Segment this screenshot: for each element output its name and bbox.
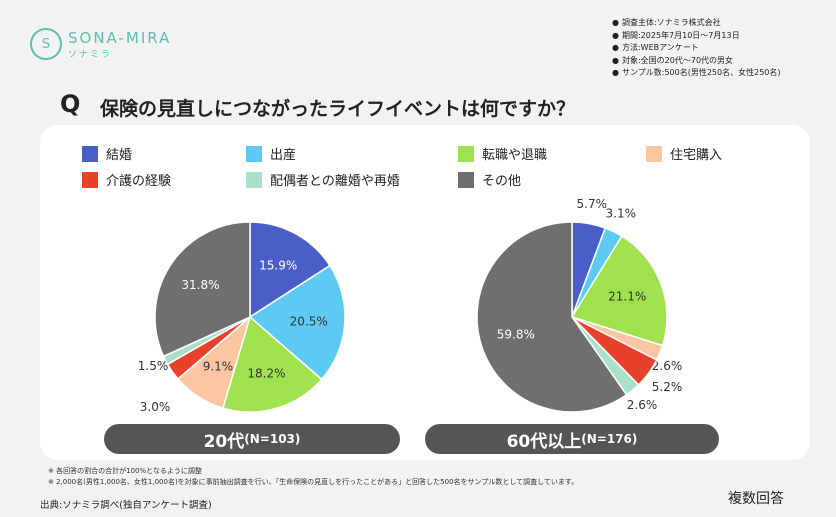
source: 出典:ソナミラ調べ(独自アンケート調査) (40, 500, 212, 511)
logo-kana: ソナミラ (68, 49, 113, 60)
pie-data-label: 59.8% (497, 328, 535, 342)
legend-swatch (458, 145, 474, 162)
note: ※ 各回答の割合の合計が100%となるように調整 (48, 467, 202, 475)
legend-swatch (458, 171, 474, 188)
logo-mark-icon: S (30, 28, 62, 60)
legend-label: その他 (482, 174, 522, 189)
pie-data-label: 3.1% (606, 206, 637, 220)
legend-swatch (82, 171, 98, 188)
pie-slice (154, 221, 251, 358)
pie-slice (570, 235, 668, 347)
logo-name: SONA-MIRA (68, 28, 172, 47)
pie-data-label: 2.6% (652, 359, 683, 373)
info-item: 調査主体:ソナミラ株式会社 (612, 17, 781, 30)
legend-label: 介護の経験 (106, 174, 172, 189)
pie1-label: 20代 (N=103) (104, 424, 400, 454)
legend-item: その他 (458, 170, 521, 189)
pie-data-label: 2.6% (627, 398, 658, 412)
legend-swatch (246, 145, 262, 162)
notes: ※ 各回答の割合の合計が100%となるように調整 ※ 2,000名(男性1,00… (48, 466, 578, 488)
pie-slice (249, 221, 331, 319)
pie-data-label: 18.2% (247, 367, 285, 381)
pie-data-label: 9.1% (203, 359, 234, 373)
pie-data-label: 5.2% (652, 380, 683, 394)
info-item: 対象:全国の20代～70代の男女 (612, 55, 781, 68)
legend-item: 出産 (246, 144, 296, 163)
info-item: サンプル数:500名(男性250名、女性250名) (612, 67, 781, 80)
info-item: 方法:WEBアンケート (612, 42, 781, 55)
pie-data-label: 31.8% (181, 278, 219, 292)
pie-data-label: 15.9% (259, 258, 297, 272)
pie-data-label: 21.1% (608, 289, 646, 303)
legend-label: 転職や退職 (482, 148, 548, 163)
legend-swatch (82, 145, 98, 162)
pie-slice (476, 221, 628, 413)
legend-swatch (646, 145, 662, 162)
legend-item: 介護の経験 (82, 170, 171, 189)
legend-item: 住宅購入 (646, 144, 722, 163)
logo: S SONA-MIRA ソナミラ (30, 28, 171, 60)
pie-data-label: 20.5% (290, 314, 328, 328)
legend-label: 結婚 (106, 148, 133, 163)
pie-data-label: 5.7% (577, 197, 608, 211)
pie-slice (221, 315, 323, 413)
note: ※ 2,000名(男性1,000名、女性1,000名)を対象に事前抽出調査を行い… (48, 478, 579, 486)
pie-slice (248, 264, 346, 381)
pie2-label: 60代以上 (N=176) (425, 424, 719, 454)
legend-label: 住宅購入 (670, 148, 723, 163)
question-mark: Q (60, 90, 81, 118)
pie-data-label: 3.0% (140, 400, 171, 414)
survey-info: 調査主体:ソナミラ株式会社 期間:2025年7月10日～7月13日 方法:WEB… (612, 17, 781, 80)
pie-data-label: 1.5% (138, 359, 169, 373)
multi-answer: 複数回答 (728, 491, 784, 507)
question-title: 保険の見直しにつながったライフイベントは何ですか？ (100, 98, 576, 120)
legend-item: 結婚 (82, 144, 132, 163)
legend-item: 転職や退職 (458, 144, 547, 163)
legend-label: 出産 (270, 148, 297, 163)
legend-label: 配偶者との離婚や再婚 (270, 174, 400, 189)
legend-swatch (246, 171, 262, 188)
legend-item: 配偶者との離婚や再婚 (246, 170, 400, 189)
info-item: 期間:2025年7月10日～7月13日 (612, 30, 781, 43)
